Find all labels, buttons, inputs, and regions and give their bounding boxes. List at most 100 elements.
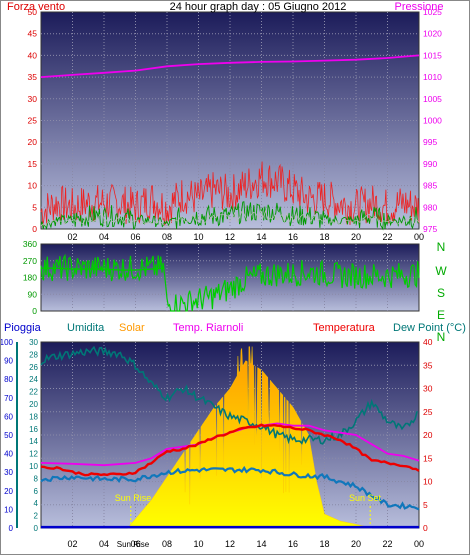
humidity-y-tick-label: 6 <box>34 487 39 496</box>
x-tick-label: 12 <box>225 232 235 242</box>
compass-label: E <box>437 308 445 322</box>
temperature-y-tick-label: 30 <box>423 384 433 394</box>
tick-labels: 0510152025303540455097598098599099510001… <box>1 7 447 549</box>
wind-y-tick-label: 50 <box>28 7 38 17</box>
compass-label: S <box>437 286 445 300</box>
direction-y-tick-label: 360 <box>23 239 37 249</box>
chart-title: 24 hour graph day : 05 Giugno 2012 <box>170 1 347 13</box>
x-tick-label: 10 <box>193 539 203 549</box>
x-tick-label: 04 <box>99 232 109 242</box>
label-heat-index: Temp. Riarnoli <box>173 322 243 334</box>
pressure-y-tick-label: 975 <box>423 224 437 234</box>
rain-y-tick-label: 60 <box>4 412 13 421</box>
rain-y-tick-label: 10 <box>4 505 13 514</box>
humidity-y-tick-label: 22 <box>29 388 38 397</box>
x-tick-label: 22 <box>382 539 392 549</box>
wind-y-tick-label: 30 <box>28 94 38 104</box>
wind-y-tick-label: 5 <box>32 202 37 212</box>
label-temperatura: Temperatura <box>313 322 376 334</box>
temperature-y-tick-label: 15 <box>423 453 433 463</box>
compass-label: N <box>437 330 446 344</box>
pressure-y-tick-label: 1025 <box>423 7 442 17</box>
humidity-y-tick-label: 20 <box>29 400 38 409</box>
x-tick-label: 08 <box>162 539 172 549</box>
x-tick-label: 04 <box>99 539 109 549</box>
humidity-y-tick-label: 0 <box>34 524 39 533</box>
wind-y-tick-label: 45 <box>28 29 38 39</box>
humidity-y-tick-label: 4 <box>34 499 39 508</box>
series-line-dew-point <box>40 465 420 511</box>
humidity-y-tick-label: 8 <box>34 474 39 483</box>
rain-y-tick-label: 30 <box>4 468 13 477</box>
rain-y-tick-label: 20 <box>4 487 13 496</box>
humidity-y-tick-label: 2 <box>34 512 39 521</box>
wind-y-tick-label: 15 <box>28 159 38 169</box>
humidity-y-tick-label: 16 <box>29 425 38 434</box>
x-tick-label: 14 <box>256 232 266 242</box>
pressure-axis-title: Pressione <box>395 1 444 13</box>
humidity-y-tick-label: 30 <box>29 338 38 347</box>
x-tick-label: 16 <box>288 539 298 549</box>
x-tick-label: 06 <box>130 539 140 549</box>
x-tick-label: 08 <box>162 232 172 242</box>
sun-set-label: Sun Set <box>349 493 382 503</box>
series-area-solar <box>127 346 372 529</box>
label-pioggia: Pioggia <box>4 322 42 334</box>
rain-y-tick-label: 100 <box>1 338 14 347</box>
x-tick-label: 00 <box>414 232 424 242</box>
x-tick-label: 00 <box>414 539 424 549</box>
x-tick-label: 20 <box>351 539 361 549</box>
wind-y-tick-label: 0 <box>32 224 37 234</box>
humidity-y-tick-label: 12 <box>29 450 38 459</box>
wind-y-tick-label: 10 <box>28 181 38 191</box>
direction-y-tick-label: 180 <box>23 273 37 283</box>
temperature-y-tick-label: 40 <box>423 337 433 347</box>
label-dew-point: Dew Point (°C) <box>393 322 466 334</box>
x-tick-label: 18 <box>319 539 329 549</box>
temperature-y-tick-label: 10 <box>423 477 433 487</box>
pressure-y-tick-label: 1015 <box>423 50 442 60</box>
rain-y-tick-label: 50 <box>4 431 13 440</box>
bottom-sun-rise-label: Sun Rise <box>117 540 150 549</box>
chart-marks <box>40 54 420 529</box>
temperature-y-tick-label: 35 <box>423 360 433 370</box>
series-line-gust <box>40 161 420 226</box>
pressure-y-tick-label: 995 <box>423 137 437 147</box>
wind-y-tick-label: 40 <box>28 50 38 60</box>
rain-y-tick-label: 80 <box>4 375 13 384</box>
x-tick-label: 12 <box>225 539 235 549</box>
x-tick-label: 20 <box>351 232 361 242</box>
wind-y-tick-label: 35 <box>28 72 38 82</box>
series-line-pressure <box>40 54 420 78</box>
pressure-y-tick-label: 990 <box>423 159 437 169</box>
humidity-y-tick-label: 24 <box>29 375 38 384</box>
label-umidita: Umidita <box>67 322 105 334</box>
rain-y-tick-label: 90 <box>4 357 13 366</box>
direction-y-tick-label: 0 <box>32 306 37 316</box>
temperature-y-tick-label: 25 <box>423 407 433 417</box>
compass-label: N <box>437 240 446 254</box>
rain-y-tick-label: 70 <box>4 394 13 403</box>
direction-y-tick-label: 270 <box>23 256 37 266</box>
humidity-y-tick-label: 28 <box>29 350 38 359</box>
humidity-y-tick-label: 14 <box>29 437 38 446</box>
series-line-humidity <box>40 345 418 445</box>
wind-y-tick-label: 20 <box>28 137 38 147</box>
series-line-temperature <box>40 423 420 477</box>
temperature-y-tick-label: 5 <box>423 500 428 510</box>
wind-axis-title: Forza vento <box>7 1 65 13</box>
humidity-y-tick-label: 10 <box>29 462 38 471</box>
x-tick-label: 02 <box>67 232 77 242</box>
temperature-y-tick-label: 0 <box>423 523 428 533</box>
pressure-y-tick-label: 985 <box>423 181 437 191</box>
pressure-y-tick-label: 1010 <box>423 72 442 82</box>
humidity-y-tick-label: 26 <box>29 363 38 372</box>
pressure-y-tick-label: 980 <box>423 202 437 212</box>
compass-label: W <box>435 264 447 278</box>
series-line-direction-variable <box>40 253 420 312</box>
x-tick-label: 18 <box>319 232 329 242</box>
x-tick-label: 10 <box>193 232 203 242</box>
pressure-y-tick-label: 1005 <box>423 94 442 104</box>
sun-rise-label: Sun Rise <box>115 493 152 503</box>
